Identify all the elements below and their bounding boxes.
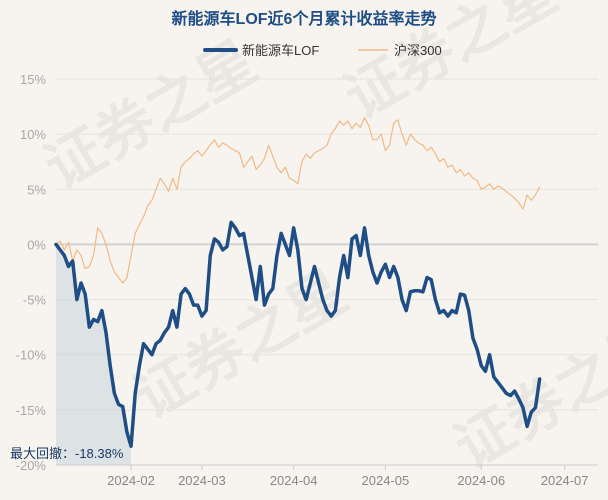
x-tick-label: 2024-07 bbox=[541, 473, 589, 488]
series-line-lof bbox=[54, 220, 542, 448]
x-tick-label: 2024-05 bbox=[362, 473, 410, 488]
max-drawdown-label: 最大回撤：-18.38% bbox=[10, 446, 124, 461]
y-tick-label: 5% bbox=[27, 182, 46, 197]
y-tick-label: -5% bbox=[23, 293, 47, 308]
legend-label-lof: 新能源车LOF bbox=[242, 43, 319, 58]
legend: 新能源车LOF 沪深300 bbox=[203, 43, 442, 58]
y-tick-label: -10% bbox=[16, 348, 47, 363]
x-tick-label: 2024-06 bbox=[457, 473, 505, 488]
chart-title: 新能源车LOF近6个月累计收益率走势 bbox=[172, 9, 437, 28]
x-axis: 2024-02 2024-03 2024-04 2024-05 2024-06 2024-… bbox=[56, 464, 598, 488]
y-tick-label: 0% bbox=[27, 237, 46, 252]
x-tick-label: 2024-04 bbox=[270, 473, 318, 488]
legend-label-hs300: 沪深300 bbox=[394, 43, 442, 58]
watermark-text: 证券之星 bbox=[444, 309, 608, 481]
watermark-text: 证券之星 bbox=[124, 259, 357, 431]
series-lines bbox=[54, 116, 542, 448]
y-tick-label: -15% bbox=[16, 403, 47, 418]
x-tick-label: 2024-02 bbox=[107, 473, 155, 488]
y-axis-ticks: 15% 10% 5% 0% -5% -10% -15% -20% bbox=[16, 72, 47, 473]
max-drawdown-area bbox=[56, 244, 132, 465]
y-tick-label: -20% bbox=[16, 458, 47, 473]
series-line-hs300 bbox=[55, 116, 541, 284]
drawdown-area-group bbox=[56, 244, 132, 465]
y-tick-label: 10% bbox=[20, 127, 46, 142]
x-tick-label: 2024-03 bbox=[178, 473, 226, 488]
watermark-text: 证券之星 bbox=[34, 29, 267, 201]
y-tick-label: 15% bbox=[20, 72, 46, 87]
